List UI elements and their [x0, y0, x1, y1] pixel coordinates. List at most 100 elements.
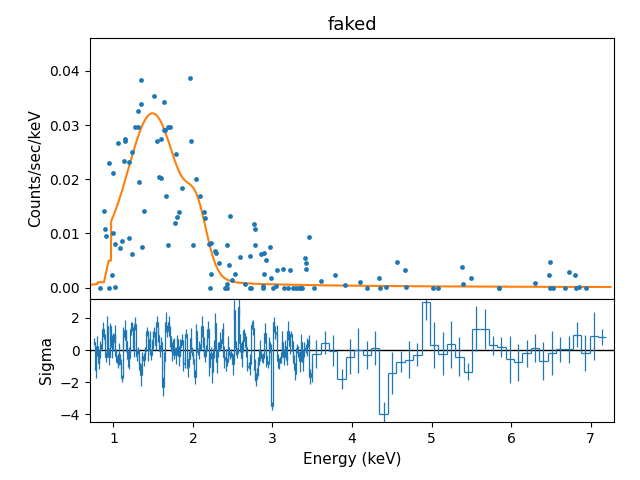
Point [236, 253, 246, 261]
Point [185, 74, 195, 82]
Point [278, 284, 289, 291]
Point [545, 258, 555, 265]
Point [268, 284, 278, 291]
Point [110, 283, 120, 291]
Point [244, 252, 255, 260]
Point [301, 259, 311, 266]
X-axis label: Energy (keV): Energy (keV) [303, 452, 401, 467]
Point [161, 192, 171, 200]
Point [210, 247, 220, 255]
Point [271, 282, 281, 290]
Point [200, 215, 210, 222]
Point [401, 283, 411, 290]
Point [118, 157, 129, 165]
Point [433, 284, 443, 291]
Point [115, 244, 125, 252]
Point [250, 241, 260, 249]
Point [140, 207, 150, 215]
Point [466, 274, 476, 282]
Point [265, 243, 275, 251]
Point [543, 271, 554, 279]
Point [154, 173, 164, 181]
Point [159, 127, 169, 134]
Point [392, 258, 403, 265]
Point [136, 243, 147, 251]
Point [206, 239, 216, 246]
Point [225, 212, 235, 220]
Point [186, 137, 196, 144]
Point [133, 178, 143, 186]
Y-axis label: Sigma: Sigma [39, 336, 54, 384]
Point [399, 267, 410, 275]
Point [136, 101, 147, 108]
Point [227, 276, 237, 284]
Point [214, 259, 224, 267]
Point [294, 284, 305, 291]
Point [108, 169, 118, 177]
Point [266, 274, 276, 282]
Point [177, 184, 187, 192]
Point [163, 123, 173, 131]
Point [300, 254, 310, 262]
Point [113, 140, 123, 147]
Point [428, 284, 438, 291]
Point [457, 264, 467, 271]
Point [164, 124, 175, 132]
Point [571, 284, 581, 291]
Point [188, 241, 198, 249]
Point [291, 284, 301, 291]
Point [95, 284, 106, 291]
Point [222, 284, 232, 291]
Point [159, 98, 169, 106]
Point [529, 279, 540, 287]
Point [301, 265, 311, 273]
Title: faked: faked [327, 16, 377, 34]
Point [494, 284, 504, 291]
Point [316, 277, 326, 285]
Point [296, 284, 307, 291]
Point [458, 280, 468, 288]
Point [240, 280, 250, 288]
Point [127, 148, 138, 156]
Point [124, 158, 134, 166]
Point [195, 192, 205, 200]
Point [163, 241, 173, 249]
Point [110, 240, 120, 248]
Point [136, 76, 146, 84]
Point [256, 251, 266, 258]
Point [230, 270, 240, 278]
Point [156, 135, 166, 143]
Point [205, 284, 215, 291]
Point [283, 284, 293, 291]
Point [330, 272, 340, 279]
Point [259, 284, 269, 291]
Point [220, 284, 230, 291]
Point [149, 93, 159, 100]
Point [191, 175, 202, 182]
Point [211, 250, 221, 257]
Point [133, 123, 143, 131]
Point [199, 208, 209, 216]
Point [120, 135, 130, 143]
Point [204, 240, 214, 248]
Point [362, 284, 372, 291]
Point [223, 262, 234, 269]
Point [117, 238, 127, 245]
Point [124, 234, 134, 241]
Point [561, 284, 571, 291]
Point [285, 266, 295, 274]
Point [259, 270, 269, 277]
Point [570, 271, 580, 279]
Point [250, 220, 260, 228]
Point [246, 284, 256, 291]
Point [104, 284, 114, 291]
Y-axis label: Counts/sec/keV: Counts/sec/keV [29, 109, 44, 228]
Point [374, 274, 385, 282]
Point [278, 265, 288, 273]
Point [221, 280, 232, 288]
Point [106, 272, 116, 279]
Point [172, 213, 182, 221]
Point [374, 284, 385, 291]
Point [131, 123, 141, 131]
Point [160, 126, 170, 134]
